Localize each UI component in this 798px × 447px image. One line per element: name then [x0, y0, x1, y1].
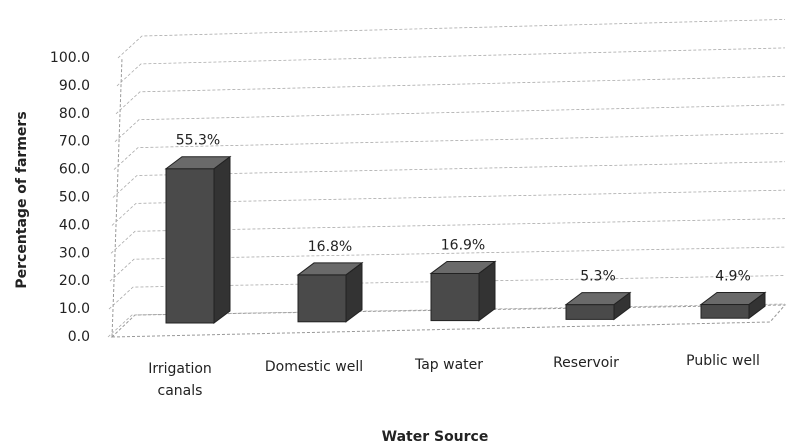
- grid-line: [114, 104, 786, 142]
- bar-side: [613, 291, 631, 321]
- data-label: 5.3%: [580, 269, 616, 285]
- grid-line: [113, 132, 786, 170]
- floor: [110, 304, 787, 338]
- y-tick-label: 40.0: [59, 217, 90, 233]
- data-label: 16.8%: [308, 239, 352, 255]
- y-tick-label: 60.0: [59, 162, 90, 178]
- bar: [700, 304, 750, 319]
- y-tick-label: 90.0: [59, 78, 90, 94]
- grid-line: [108, 275, 786, 310]
- y-tick-label: 0.0: [68, 329, 90, 345]
- y-tick-label: 50.0: [59, 190, 90, 206]
- grid-line: [116, 47, 786, 87]
- y-tick-label: 70.0: [59, 134, 90, 150]
- bar-side: [213, 155, 231, 324]
- bar: [297, 274, 347, 323]
- y-tick-label: 10.0: [59, 301, 90, 317]
- y-axis-label: Percentage of farmers: [14, 111, 30, 288]
- data-label: 4.9%: [715, 269, 751, 285]
- grid-line: [117, 19, 786, 59]
- bar: [165, 168, 215, 324]
- grid-line: [112, 161, 786, 198]
- y-tick-label: 20.0: [59, 273, 90, 289]
- x-tick-label: Reservoir: [553, 355, 619, 371]
- x-axis-label: Water Source: [382, 429, 489, 445]
- bar: [565, 304, 615, 320]
- grid-line: [111, 189, 786, 226]
- data-label: 16.9%: [441, 237, 485, 253]
- bar-side: [478, 260, 496, 322]
- grid-line: [115, 75, 786, 115]
- y-tick-label: 30.0: [59, 245, 90, 261]
- grid-line: [109, 246, 786, 282]
- data-label: 55.3%: [176, 133, 220, 149]
- bar-side: [748, 291, 766, 320]
- bar: [430, 272, 480, 322]
- bar-side: [345, 261, 363, 323]
- x-tick-label: Irrigation canals: [148, 361, 212, 399]
- x-tick-label: Domestic well: [264, 359, 364, 375]
- grid-line: [110, 218, 786, 254]
- y-tick-label: 100.0: [50, 50, 90, 66]
- x-tick-label: Tap water: [414, 357, 484, 373]
- y-tick-label: 80.0: [59, 106, 90, 122]
- axis-line: [111, 57, 123, 338]
- x-tick-label: Public well: [686, 353, 760, 369]
